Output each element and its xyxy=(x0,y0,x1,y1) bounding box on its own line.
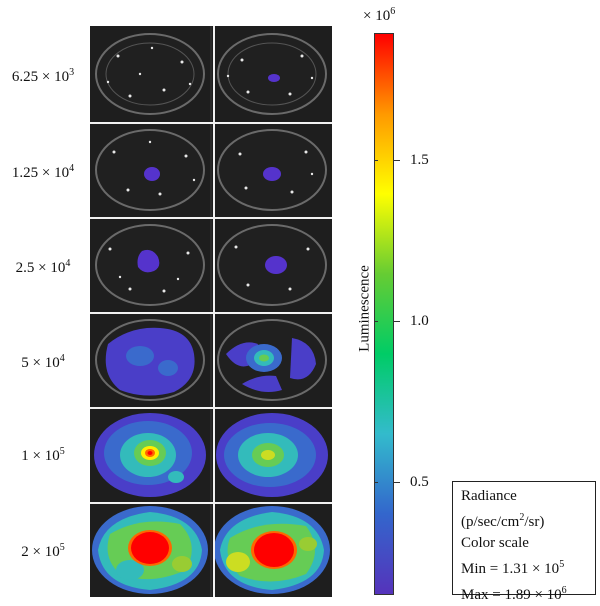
plate-divider-4 xyxy=(90,407,332,409)
well-row3-left xyxy=(90,219,210,312)
luminescence-plate-image xyxy=(90,26,332,597)
plate-divider-5 xyxy=(90,502,332,504)
plate-divider-2 xyxy=(90,217,332,219)
colorbar-tick-0-5 xyxy=(394,482,400,483)
row-label-1: 6.25 × 103 xyxy=(11,67,75,85)
colorbar-tick-left-2 xyxy=(374,321,378,322)
row-label-5: 1 × 105 xyxy=(21,446,65,464)
well-row2-right xyxy=(212,124,332,217)
colorbar-tick-label-1-5: 1.5 xyxy=(410,152,429,168)
colorbar-tick-left-3 xyxy=(374,482,378,483)
well-row1-left xyxy=(90,26,210,122)
colorbar xyxy=(374,33,394,595)
well-row6-left xyxy=(90,504,210,597)
colorbar-multiplier: × 106 xyxy=(363,6,396,24)
legend-title: Radiance xyxy=(461,488,517,504)
well-row6-right xyxy=(212,504,332,597)
legend-max: Max = 1.89 × 106 xyxy=(461,585,567,603)
legend-min: Min = 1.31 × 105 xyxy=(461,559,565,577)
radiance-legend: Radiance (p/sec/cm2/sr) Color scale Min … xyxy=(452,481,596,603)
well-row2-left xyxy=(90,124,210,217)
colorbar-tick-1-0 xyxy=(394,321,400,322)
well-row1-right xyxy=(212,26,332,122)
well-row3-right xyxy=(212,219,332,312)
row-label-4: 5 × 104 xyxy=(21,353,65,371)
legend-scale-label: Color scale xyxy=(461,535,529,551)
colorbar-tick-label-1-0: 1.0 xyxy=(410,313,429,329)
legend-units: (p/sec/cm2/sr) xyxy=(461,512,545,530)
colorbar-tick-left-1 xyxy=(374,160,378,161)
colorbar-tick-label-0-5: 0.5 xyxy=(410,474,429,490)
row-label-2: 1.25 × 104 xyxy=(11,163,75,181)
colorbar-tick-1-5 xyxy=(394,160,400,161)
row-label-6: 2 × 105 xyxy=(21,542,65,560)
colorbar-axis-label: Luminescence xyxy=(356,265,373,352)
well-row5-right xyxy=(212,409,332,502)
plate-divider-1 xyxy=(90,122,332,124)
row-label-3: 2.5 × 104 xyxy=(15,258,71,276)
plate-divider-3 xyxy=(90,312,332,314)
plate-divider-vertical xyxy=(213,26,215,597)
well-row4-right xyxy=(212,314,332,407)
well-row5-left xyxy=(90,409,210,502)
well-row4-left xyxy=(90,314,210,407)
